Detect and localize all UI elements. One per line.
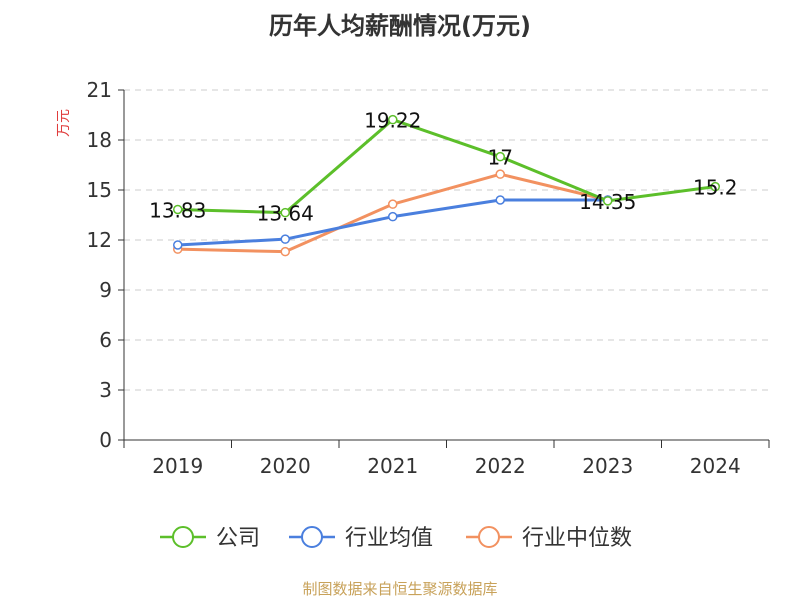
- data-label: 15.2: [693, 176, 738, 200]
- y-tick-label: 12: [87, 228, 112, 252]
- data-point: [173, 240, 183, 250]
- data-point: [388, 199, 398, 209]
- legend-label: 公司: [216, 526, 260, 551]
- legend-swatch-marker: [301, 526, 323, 548]
- data-point: [388, 114, 398, 125]
- data-point: [388, 211, 398, 222]
- data-point: [495, 151, 505, 162]
- data-point: [603, 196, 613, 206]
- y-axis-label: 万元: [56, 109, 72, 137]
- data-point: [710, 181, 720, 192]
- series-lines: [173, 114, 720, 257]
- axes: 0 3 6 9 12 15 18 21 2019 2020 2021 2022 2023 2024: [87, 78, 770, 478]
- legend-swatch-marker: [172, 526, 194, 548]
- data-point: [280, 246, 290, 257]
- y-tick-label: 0: [99, 428, 112, 452]
- x-tick-label: 2019: [152, 454, 203, 478]
- data-label: 17: [488, 146, 513, 170]
- y-tick-label: 6: [99, 328, 112, 352]
- legend: 公司 行业均值 行业中位数: [160, 526, 632, 551]
- data-label: 13.64: [257, 202, 314, 226]
- legend-label: 行业中位数: [522, 526, 632, 551]
- data-label: 19.22: [364, 109, 421, 133]
- y-tick-label: 3: [99, 378, 112, 402]
- legend-label: 行业均值: [345, 526, 433, 551]
- data-point: [280, 207, 290, 218]
- y-tick-label: 9: [99, 278, 112, 302]
- data-point: [495, 195, 505, 205]
- y-tick-label: 21: [87, 78, 112, 102]
- chart-title: 历年人均薪酬情况(万元): [269, 12, 531, 40]
- legend-swatch-marker: [478, 526, 500, 548]
- data-labels: 13.83 13.64 19.22 17 14.35 15.2: [149, 109, 737, 226]
- y-tick-label: 18: [87, 128, 112, 152]
- data-point: [495, 169, 505, 179]
- series-line: [176, 118, 717, 215]
- data-label: 13.83: [149, 199, 206, 223]
- data-point: [280, 234, 290, 244]
- x-tick-label: 2020: [260, 454, 311, 478]
- data-label: 14.35: [579, 190, 636, 214]
- x-tick-label: 2024: [690, 454, 741, 478]
- data-point: [173, 204, 183, 215]
- grid-lines: [124, 89, 769, 391]
- x-tick-label: 2022: [475, 454, 526, 478]
- y-tick-label: 15: [87, 178, 112, 202]
- x-tick-label: 2021: [367, 454, 418, 478]
- x-tick-label: 2023: [582, 454, 633, 478]
- source-note: 制图数据来自恒生聚源数据库: [302, 580, 497, 598]
